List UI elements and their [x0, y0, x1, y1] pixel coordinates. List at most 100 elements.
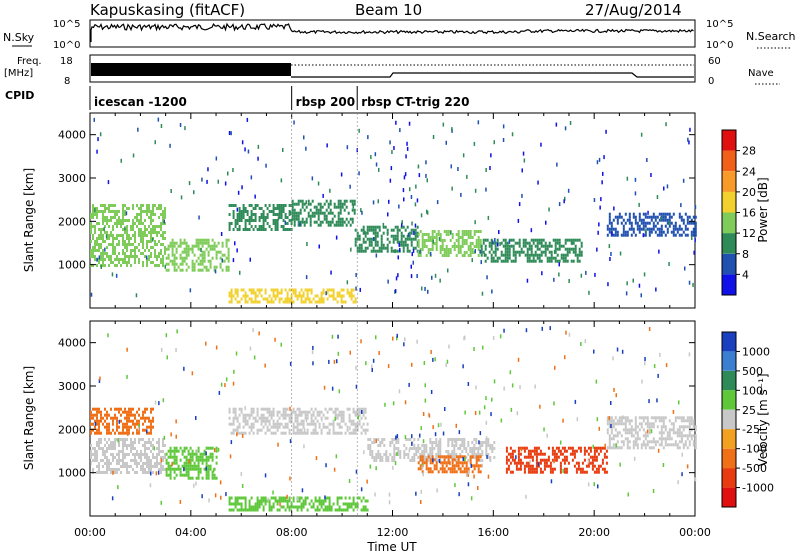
heatmap-cell [103, 227, 105, 232]
heatmap-cell [686, 437, 689, 441]
heatmap-cell [150, 252, 152, 255]
heatmap-cell [132, 431, 134, 435]
heatmap-cell [94, 413, 96, 417]
heatmap-cell [463, 441, 466, 444]
heatmap-cell [524, 244, 527, 248]
heatmap-cell [481, 463, 484, 468]
heatmap-cell [207, 470, 210, 474]
heatmap-cell [260, 419, 263, 423]
heatmap-cell [197, 262, 200, 266]
heatmap-cell [248, 431, 251, 435]
heatmap-cell [274, 337, 276, 342]
heatmap-cell [187, 476, 190, 480]
heatmap-cell [104, 207, 106, 210]
heatmap-cell [207, 268, 210, 272]
heatmap-cell [585, 270, 587, 275]
heatmap-cell [583, 458, 586, 462]
heatmap-cell [284, 228, 287, 231]
heatmap-cell [288, 300, 291, 304]
heatmap-cell [411, 221, 413, 226]
heatmap-cell [312, 505, 315, 509]
heatmap-cell [144, 410, 146, 414]
heatmap-cell [304, 499, 307, 503]
y-tick-label: 2000 [58, 215, 86, 228]
heatmap-cell [272, 207, 275, 210]
heatmap-cell [366, 422, 369, 426]
heatmap-cell [616, 347, 619, 352]
heatmap-cell [396, 249, 399, 253]
heatmap-cell [191, 467, 194, 471]
heatmap-cell [284, 220, 287, 225]
heatmap-cell [124, 204, 126, 207]
heatmap-cell [381, 438, 384, 441]
heatmap-cell [477, 230, 480, 233]
heatmap-cell [473, 450, 476, 453]
heatmap-cell [298, 407, 301, 411]
heatmap-cell [610, 401, 612, 405]
heatmap-cell [154, 252, 156, 255]
heatmap-cell [157, 117, 160, 122]
heatmap-cell [228, 213, 231, 216]
heatmap-cell [286, 300, 289, 304]
heatmap-cell [118, 407, 120, 411]
heatmap-cell [613, 387, 615, 392]
heatmap-cell [286, 499, 289, 503]
heatmap-cell [567, 461, 570, 465]
heatmap-cell [116, 468, 118, 471]
heatmap-cell [148, 416, 150, 420]
heatmap-cell [562, 256, 565, 260]
heatmap-cell [349, 426, 351, 431]
heatmap-cell [562, 468, 564, 473]
x-tick-label: 04:00 [175, 526, 207, 539]
heatmap-cell [620, 419, 623, 423]
heatmap-cell [517, 218, 520, 223]
heatmap-cell [413, 456, 416, 459]
heatmap-cell [122, 213, 124, 216]
heatmap-cell [173, 241, 176, 245]
station-title: Kapuskasing (fitACF) [90, 1, 245, 19]
heatmap-cell [191, 455, 194, 459]
heatmap-cell [634, 437, 637, 441]
heatmap-cell [473, 230, 476, 233]
heatmap-cell [142, 471, 144, 474]
heatmap-cell [102, 204, 104, 207]
heatmap-cell [334, 410, 337, 414]
heatmap-cell [284, 496, 287, 500]
heatmap-cell [154, 243, 156, 246]
heatmap-cell [340, 300, 343, 304]
heatmap-cell [551, 452, 554, 456]
heatmap-cell [519, 452, 522, 456]
heatmap-cell [118, 450, 120, 453]
heatmap-cell [288, 213, 291, 216]
heatmap-cell [381, 441, 384, 444]
heatmap-cell [336, 508, 339, 512]
heatmap-cell [618, 215, 621, 219]
heatmap-cell [108, 459, 110, 462]
heatmap-cell [662, 446, 665, 450]
heatmap-cell [112, 243, 114, 246]
heatmap-cell [392, 228, 395, 232]
heatmap-cell [645, 228, 647, 233]
heatmap-cell [106, 456, 108, 459]
heatmap-cell [98, 447, 100, 450]
heatmap-cell [94, 246, 96, 249]
heatmap-cell [417, 239, 420, 242]
heatmap-cell [670, 221, 673, 225]
heatmap-cell [286, 422, 289, 426]
heatmap-cell [90, 249, 92, 252]
heatmap-cell [610, 424, 612, 428]
heatmap-cell [324, 505, 327, 509]
heatmap-cell [539, 458, 542, 462]
heatmap-cell [160, 207, 162, 210]
heatmap-cell [108, 255, 110, 258]
heatmap-cell [358, 128, 360, 133]
heatmap-cell [642, 440, 645, 444]
heatmap-cell [282, 407, 285, 411]
heatmap-cell [502, 253, 505, 257]
heatmap-cell [162, 444, 164, 447]
heatmap-cell [626, 428, 629, 432]
heatmap-cell [232, 213, 235, 216]
heatmap-cell [90, 450, 92, 453]
heatmap-cell [118, 459, 120, 462]
heatmap-cell [427, 412, 430, 417]
